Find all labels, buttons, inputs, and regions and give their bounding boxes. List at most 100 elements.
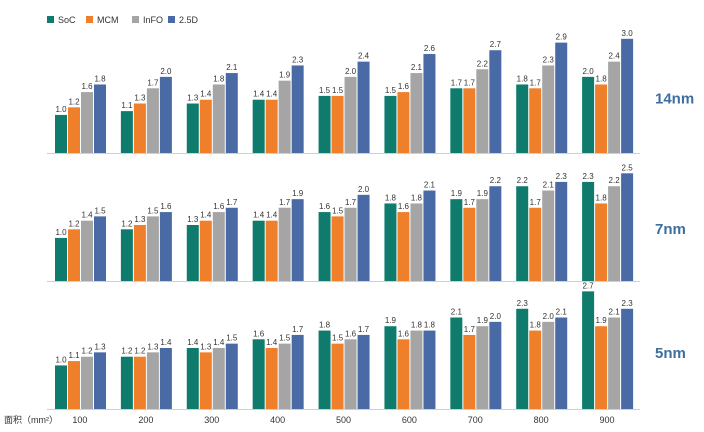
legend-swatch bbox=[86, 16, 93, 23]
bar-25d bbox=[94, 216, 106, 281]
bar-mcm bbox=[68, 107, 80, 153]
data-label: 1.5 bbox=[332, 206, 344, 215]
data-label: 1.7 bbox=[345, 198, 357, 207]
bar-25d bbox=[225, 343, 238, 409]
x-tick-label: 100 bbox=[72, 415, 87, 425]
bar-info bbox=[410, 330, 423, 409]
bar-mcm bbox=[529, 207, 542, 281]
data-label: 2.1 bbox=[609, 308, 621, 317]
bar-mcm bbox=[133, 103, 146, 153]
panel-5nm: 1.0 1.1 1.2 1.3 1.2 1.2 1.3 1.4 1.4 1.3 1.4 1.5 1.61… bbox=[47, 281, 686, 410]
data-label: 1.9 bbox=[477, 316, 489, 325]
data-label: 2.3 bbox=[292, 55, 304, 64]
bar-mcm bbox=[331, 95, 344, 153]
data-label: 1.2 bbox=[68, 219, 80, 228]
data-label: 1.5 bbox=[319, 86, 331, 95]
bar-info bbox=[146, 88, 159, 153]
bar-mcm bbox=[68, 229, 80, 281]
bar-soc bbox=[55, 365, 67, 409]
data-label: 2.0 bbox=[543, 312, 555, 321]
data-label: 1.8 bbox=[319, 321, 331, 330]
bar-25d bbox=[291, 65, 304, 153]
data-label: 1.1 bbox=[121, 101, 133, 110]
bar-soc bbox=[384, 326, 397, 409]
bar-25d bbox=[94, 84, 106, 153]
bar-mcm bbox=[595, 84, 608, 153]
data-label: 1.7 bbox=[464, 78, 476, 87]
data-label: 2.2 bbox=[477, 59, 489, 68]
bar-mcm bbox=[265, 348, 278, 409]
bar-soc bbox=[252, 339, 265, 409]
legend-swatch bbox=[168, 16, 175, 23]
data-label: 1.3 bbox=[94, 342, 106, 351]
data-label: 1.4 bbox=[253, 211, 265, 220]
x-tick-label: 500 bbox=[336, 415, 351, 425]
data-label: 2.9 bbox=[556, 33, 568, 42]
data-label: 1.4 bbox=[253, 90, 265, 99]
data-label: 1.5 bbox=[94, 206, 106, 215]
data-label: 1.6 bbox=[160, 202, 172, 211]
bar-25d bbox=[159, 212, 172, 281]
data-label: 1.3 bbox=[134, 215, 146, 224]
bar-info bbox=[278, 207, 291, 281]
bar-info bbox=[81, 220, 93, 281]
data-label: 1.7 bbox=[464, 198, 476, 207]
bar-25d bbox=[621, 173, 634, 281]
bar-soc bbox=[516, 84, 529, 153]
data-label: 1.6 bbox=[213, 202, 225, 211]
bar-25d bbox=[225, 207, 238, 281]
bar-soc bbox=[318, 212, 331, 281]
bar-soc bbox=[252, 99, 265, 153]
bar-mcm bbox=[199, 352, 212, 409]
bar-mcm bbox=[331, 343, 344, 409]
legend-swatch bbox=[132, 16, 139, 23]
bar-mcm bbox=[199, 220, 212, 281]
bar-mcm bbox=[595, 203, 608, 281]
data-label: 1.3 bbox=[147, 342, 159, 351]
bar-soc bbox=[384, 203, 397, 281]
bar-soc bbox=[120, 356, 133, 409]
bar-info bbox=[410, 73, 423, 153]
data-label: 1.7 bbox=[530, 198, 542, 207]
data-label: 1.7 bbox=[451, 78, 463, 87]
data-label: 1.4 bbox=[213, 338, 225, 347]
data-label: 2.0 bbox=[358, 185, 370, 194]
data-label: 2.7 bbox=[583, 281, 595, 290]
data-label: 1.3 bbox=[134, 94, 146, 103]
data-label: 1.6 bbox=[345, 329, 357, 338]
bar-25d bbox=[291, 334, 304, 409]
bar-mcm bbox=[463, 88, 476, 153]
bar-soc bbox=[582, 291, 595, 409]
bar-mcm bbox=[397, 339, 410, 409]
data-label: 1.5 bbox=[147, 206, 159, 215]
data-label: 1.2 bbox=[121, 219, 133, 228]
data-label: 1.8 bbox=[411, 193, 423, 202]
data-label: 2.3 bbox=[556, 172, 568, 181]
bar-info bbox=[344, 339, 357, 409]
data-label: 1.6 bbox=[253, 329, 265, 338]
bar-mcm bbox=[133, 356, 146, 409]
data-label: 1.8 bbox=[517, 74, 529, 83]
bar-25d bbox=[159, 348, 172, 409]
x-tick-label: 200 bbox=[138, 415, 153, 425]
bar-info bbox=[476, 199, 489, 281]
data-label: 1.9 bbox=[451, 189, 463, 198]
bar-25d bbox=[489, 321, 502, 409]
data-label: 1.9 bbox=[279, 71, 291, 80]
data-label: 1.7 bbox=[292, 325, 304, 334]
bar-25d bbox=[94, 352, 106, 409]
data-label: 2.3 bbox=[583, 172, 595, 181]
data-label: 1.4 bbox=[200, 90, 212, 99]
data-label: 1.1 bbox=[68, 351, 80, 360]
bar-info bbox=[608, 186, 621, 281]
x-tick-label: 800 bbox=[534, 415, 549, 425]
data-label: 2.1 bbox=[424, 181, 436, 190]
bar-info bbox=[344, 76, 357, 153]
bar-info bbox=[81, 92, 93, 153]
bar-25d bbox=[555, 317, 568, 409]
bar-soc bbox=[384, 95, 397, 153]
data-label: 1.6 bbox=[319, 202, 331, 211]
bar-mcm bbox=[595, 326, 608, 409]
bar-25d bbox=[357, 194, 370, 281]
bar-info bbox=[146, 352, 159, 409]
